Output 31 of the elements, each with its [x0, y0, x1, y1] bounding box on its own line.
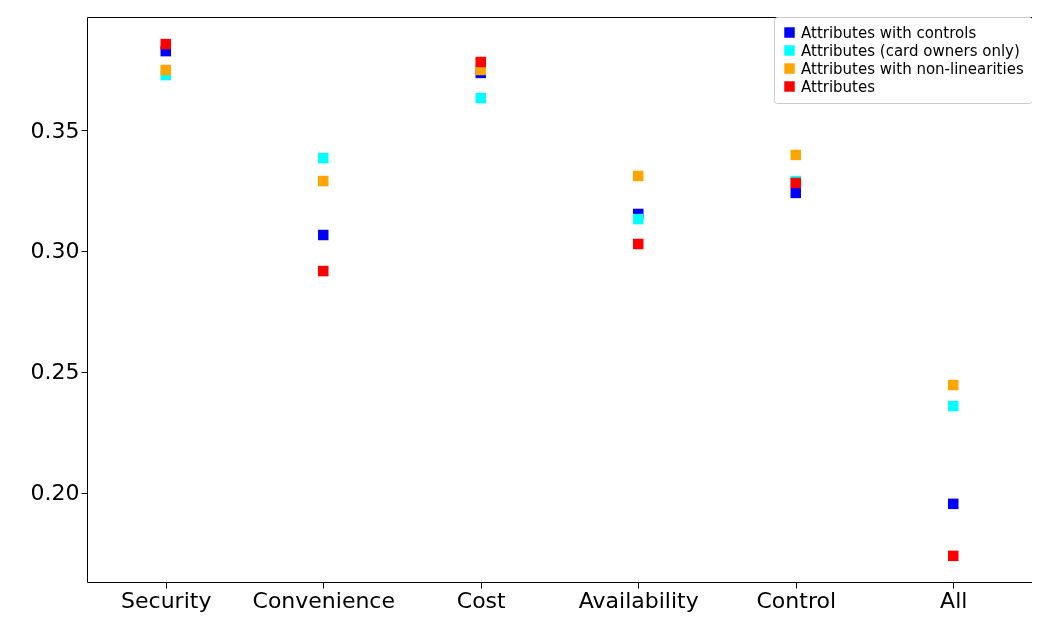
y-tick-label: 0.30	[30, 238, 80, 264]
x-tick-label: Control	[756, 587, 837, 613]
legend-label: Attributes with controls	[801, 23, 977, 42]
point	[633, 170, 644, 182]
point	[475, 92, 486, 104]
x-tick-label: Security	[121, 587, 212, 613]
point	[633, 213, 644, 225]
point	[790, 187, 801, 199]
y-tick-label: 0.25	[30, 359, 80, 385]
point	[948, 498, 959, 510]
legend-label: Attributes with non-linearities	[801, 59, 1024, 78]
y-tick-label: 0.20	[30, 480, 80, 506]
point	[475, 56, 486, 68]
legend-label: Attributes	[801, 77, 876, 96]
x-tick-label: All	[940, 587, 968, 613]
point	[948, 400, 959, 412]
point	[160, 38, 171, 50]
x-tick-label: Cost	[456, 587, 507, 613]
point	[318, 265, 329, 277]
y-tick-label: 0.35	[30, 117, 80, 143]
point	[790, 149, 801, 161]
point	[948, 550, 959, 562]
x-tick-label: Convenience	[252, 587, 395, 613]
point	[633, 238, 644, 250]
x-tick-label: Availability	[578, 587, 699, 613]
legend-label: Attributes (card owners only)	[801, 41, 1020, 60]
point	[948, 379, 959, 391]
point	[160, 64, 171, 76]
point	[318, 152, 329, 164]
point	[318, 175, 329, 187]
point	[318, 229, 329, 241]
